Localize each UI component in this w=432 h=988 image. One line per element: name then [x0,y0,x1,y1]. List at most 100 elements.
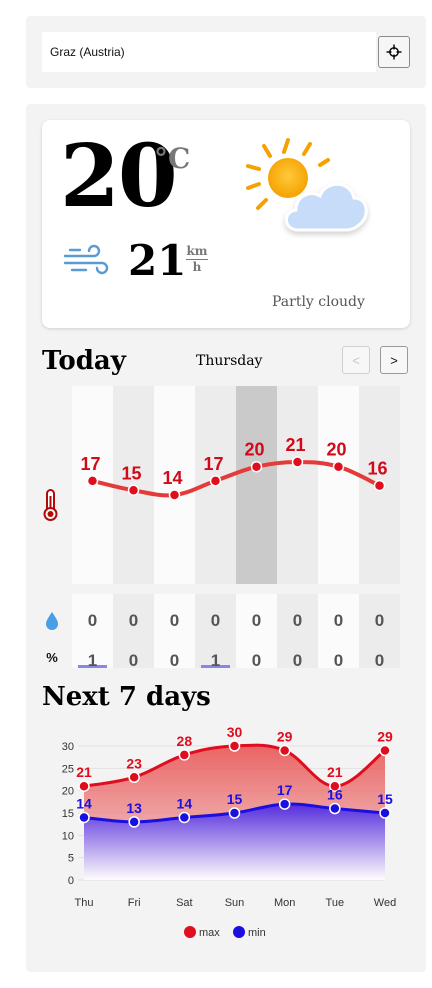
y-tick-label: 10 [62,830,74,842]
hourly-temp-label: 20 [326,440,346,460]
y-tick-label: 20 [62,786,74,798]
legend-min-label: min [248,927,266,939]
wind-unit: km h [186,244,208,275]
precip-probability-value: 1 [211,651,220,668]
max-point [278,744,291,757]
min-data-label: 14 [76,795,92,811]
hourly-temp-label: 21 [285,435,305,455]
hourly-temp-point [250,460,263,473]
max-data-label: 21 [76,764,92,780]
crosshair-icon [386,44,402,60]
hour-precip-cell [195,594,236,668]
current-weather-card: 20 °C 21 km h [42,120,410,328]
max-data-label: 30 [227,724,243,740]
forecast-panel: 20 °C 21 km h [26,104,426,972]
y-tick-label: 30 [62,741,74,753]
min-point [178,811,191,824]
hour-precip-cell [72,594,113,668]
max-point [128,771,140,784]
min-point [379,807,391,819]
hourly-temp-label: 20 [244,440,264,460]
min-data-label: 13 [126,800,142,816]
min-point [329,802,341,815]
precipitation-value: 0 [252,611,261,630]
hour-columns [72,386,400,668]
min-point [228,807,241,819]
previous-day-button[interactable]: < [342,346,370,374]
hourly-temp-label: 17 [203,454,223,474]
hour-precip-cell [113,594,154,668]
weekly-forecast-chart: 0 5 10 15 20 25 30 Thu Fri Sat Sun Mon Tue Wed 21 23 28… [62,724,396,939]
precip-probability-value: 0 [170,651,179,668]
hourly-temp-label: 14 [162,468,182,488]
precip-probability-bar [201,665,230,668]
precip-probability-value: 1 [88,651,97,668]
precipitation-value: 0 [334,611,343,630]
hour-precip-cell [236,594,277,668]
hourly-temp-label: 16 [367,459,387,479]
thermometer-icon [43,489,58,521]
max-data-label: 21 [327,764,343,780]
max-point [379,744,391,757]
min-data-label: 15 [377,791,393,807]
max-point [178,749,191,761]
hour-column [236,386,277,584]
hour-precip-cell [154,594,195,668]
hourly-temp-point [291,456,304,468]
max-point [228,740,241,752]
precip-probability-bar [78,665,107,668]
hour-column [318,386,359,584]
temperature-unit: °C [154,142,191,175]
wind-unit-km: km [186,244,208,260]
hour-column [154,386,195,584]
legend-max-label: max [199,927,220,939]
hourly-temp-point [127,484,140,497]
hourly-temp-point [86,475,99,487]
max-data-label: 23 [126,755,142,771]
x-tick-label: Thu [75,897,94,909]
max-data-label: 28 [177,733,193,749]
precipitation-value: 0 [211,611,220,630]
location-search-input[interactable] [42,32,376,72]
hourly-temp-point [373,479,386,492]
x-tick-label: Wed [374,897,396,909]
x-tick-label: Tue [326,897,345,909]
min-point [128,816,140,828]
legend-max-swatch [184,926,196,938]
y-tick-label: 5 [68,853,74,865]
precip-probability-value: 0 [375,651,384,668]
precip-percent-label: % [46,650,58,665]
max-data-label: 29 [377,728,393,744]
hourly-temp-point [209,475,222,487]
y-tick-label: 25 [62,763,74,775]
condition-label: Partly cloudy [272,294,365,310]
wind-speed: 21 [128,236,187,285]
hourly-temp-point [168,489,181,501]
search-panel [26,16,426,88]
y-tick-label: 0 [68,875,74,887]
hourly-temp-point [332,460,345,473]
min-point [278,798,291,810]
precipitation-value: 0 [293,611,302,630]
precip-probability-value: 0 [334,651,343,668]
hour-precip-cell [359,594,400,668]
max-point [78,780,90,792]
locate-button[interactable] [378,36,410,68]
current-temperature: 20 [60,126,178,227]
next-7-days-heading: Next 7 days [42,682,211,712]
y-tick-label: 15 [62,808,74,820]
min-point [78,811,90,824]
hourly-temp-label: 17 [80,454,100,474]
min-area [84,803,385,880]
selected-day-label: Thursday [196,353,263,369]
hourly-forecast-chart: % 0 1 0 0 0 0 0 1 0 0 0 0 0 0 0 0 17 15 14 17 20 21 20 16 [43,386,400,668]
hour-column [277,386,318,584]
water-drop-icon [46,612,58,630]
x-tick-label: Sat [176,897,193,909]
next-day-button[interactable]: > [380,346,408,374]
x-tick-label: Fri [128,897,141,909]
legend-min-swatch [233,926,245,938]
max-point [329,780,341,792]
precipitation-value: 0 [375,611,384,630]
hourly-temp-label: 15 [121,463,141,483]
